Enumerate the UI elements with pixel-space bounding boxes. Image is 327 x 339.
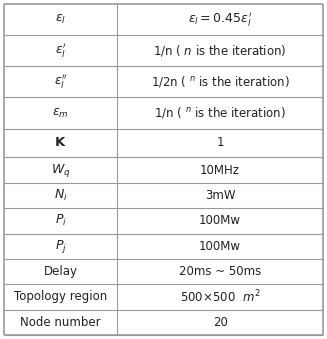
Text: 1/n ( $n$ is the iteration): 1/n ( $n$ is the iteration) <box>153 43 287 58</box>
Text: $\varepsilon_{l}^{\prime\prime}$: $\varepsilon_{l}^{\prime\prime}$ <box>54 73 68 91</box>
Text: $W_{q}$: $W_{q}$ <box>51 162 70 179</box>
Text: $N_{i}$: $N_{i}$ <box>54 188 67 203</box>
Text: Node number: Node number <box>20 316 101 329</box>
Text: 500×500  $m^{2}$: 500×500 $m^{2}$ <box>180 288 260 305</box>
Text: Topology region: Topology region <box>14 291 107 303</box>
Text: 10MHz: 10MHz <box>200 164 240 177</box>
Text: $\varepsilon_{l}^{\prime}$: $\varepsilon_{l}^{\prime}$ <box>55 42 66 60</box>
Text: $\varepsilon_{m}$: $\varepsilon_{m}$ <box>52 106 69 120</box>
Text: $P_{j}$: $P_{j}$ <box>55 238 67 255</box>
Text: 3mW: 3mW <box>205 189 235 202</box>
Text: 1/n ( $^{n}$ is the iteration): 1/n ( $^{n}$ is the iteration) <box>154 105 286 120</box>
Text: 100Mw: 100Mw <box>199 214 241 227</box>
Text: 100Mw: 100Mw <box>199 240 241 253</box>
Text: Delay: Delay <box>43 265 77 278</box>
Text: $\mathbf{K}$: $\mathbf{K}$ <box>54 137 67 149</box>
Text: $\varepsilon_{l} = 0.45\varepsilon_{l}^{\prime}$: $\varepsilon_{l} = 0.45\varepsilon_{l}^{… <box>188 11 252 29</box>
Text: 1: 1 <box>216 137 224 149</box>
Text: 20ms ~ 50ms: 20ms ~ 50ms <box>179 265 261 278</box>
Text: $\varepsilon_{l}$: $\varepsilon_{l}$ <box>55 13 66 26</box>
Text: $P_{i}$: $P_{i}$ <box>55 213 67 228</box>
Text: 20: 20 <box>213 316 228 329</box>
Text: 1/2n ( $^{n}$ is the iteration): 1/2n ( $^{n}$ is the iteration) <box>151 74 289 89</box>
